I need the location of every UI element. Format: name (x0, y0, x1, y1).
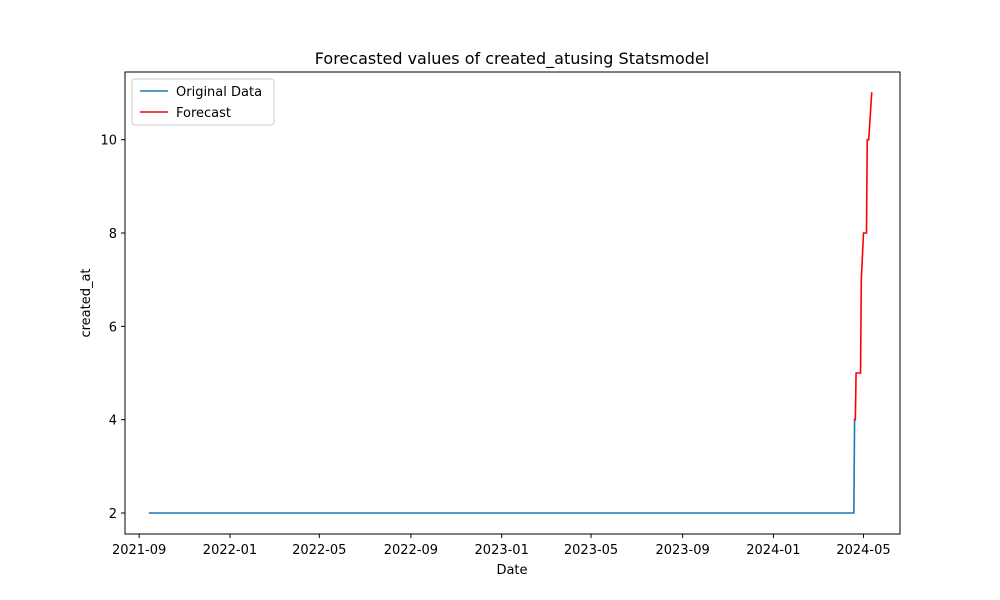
x-tick-label: 2024-05 (836, 543, 890, 558)
legend: Original Data Forecast (131, 78, 275, 126)
series-layer (148, 92, 873, 514)
y-tick-label: 10 (100, 134, 117, 149)
series-line-forecast (853, 92, 873, 421)
y-axis: 2 4 6 8 10 (100, 134, 125, 522)
y-tick-label: 8 (109, 227, 117, 242)
x-axis: 2021-09 2022-01 2022-05 2022-09 2023-01 2023-… (112, 534, 891, 558)
y-tick-label: 6 (109, 320, 117, 335)
x-tick-label: 2021-09 (112, 543, 166, 558)
plot-area (125, 72, 900, 534)
chart-title: Forecasted values of created_atusing Sta… (315, 49, 709, 69)
x-tick-label: 2023-09 (655, 543, 709, 558)
plot-frame (124, 71, 901, 535)
legend-label: Forecast (176, 106, 231, 121)
x-tick-label: 2024-01 (746, 543, 800, 558)
y-tick-label: 4 (109, 414, 117, 429)
series-line-original-data (148, 418, 856, 514)
y-tick-label: 2 (109, 507, 117, 522)
x-tick-label: 2022-05 (292, 543, 346, 558)
x-tick-label: 2023-01 (475, 543, 529, 558)
x-axis-label: Date (496, 563, 527, 578)
y-axis-label: created_at (79, 268, 94, 337)
x-tick-label: 2022-01 (203, 543, 257, 558)
legend-label: Original Data (176, 85, 262, 100)
x-tick-label: 2023-05 (564, 543, 618, 558)
x-tick-label: 2022-09 (384, 543, 438, 558)
